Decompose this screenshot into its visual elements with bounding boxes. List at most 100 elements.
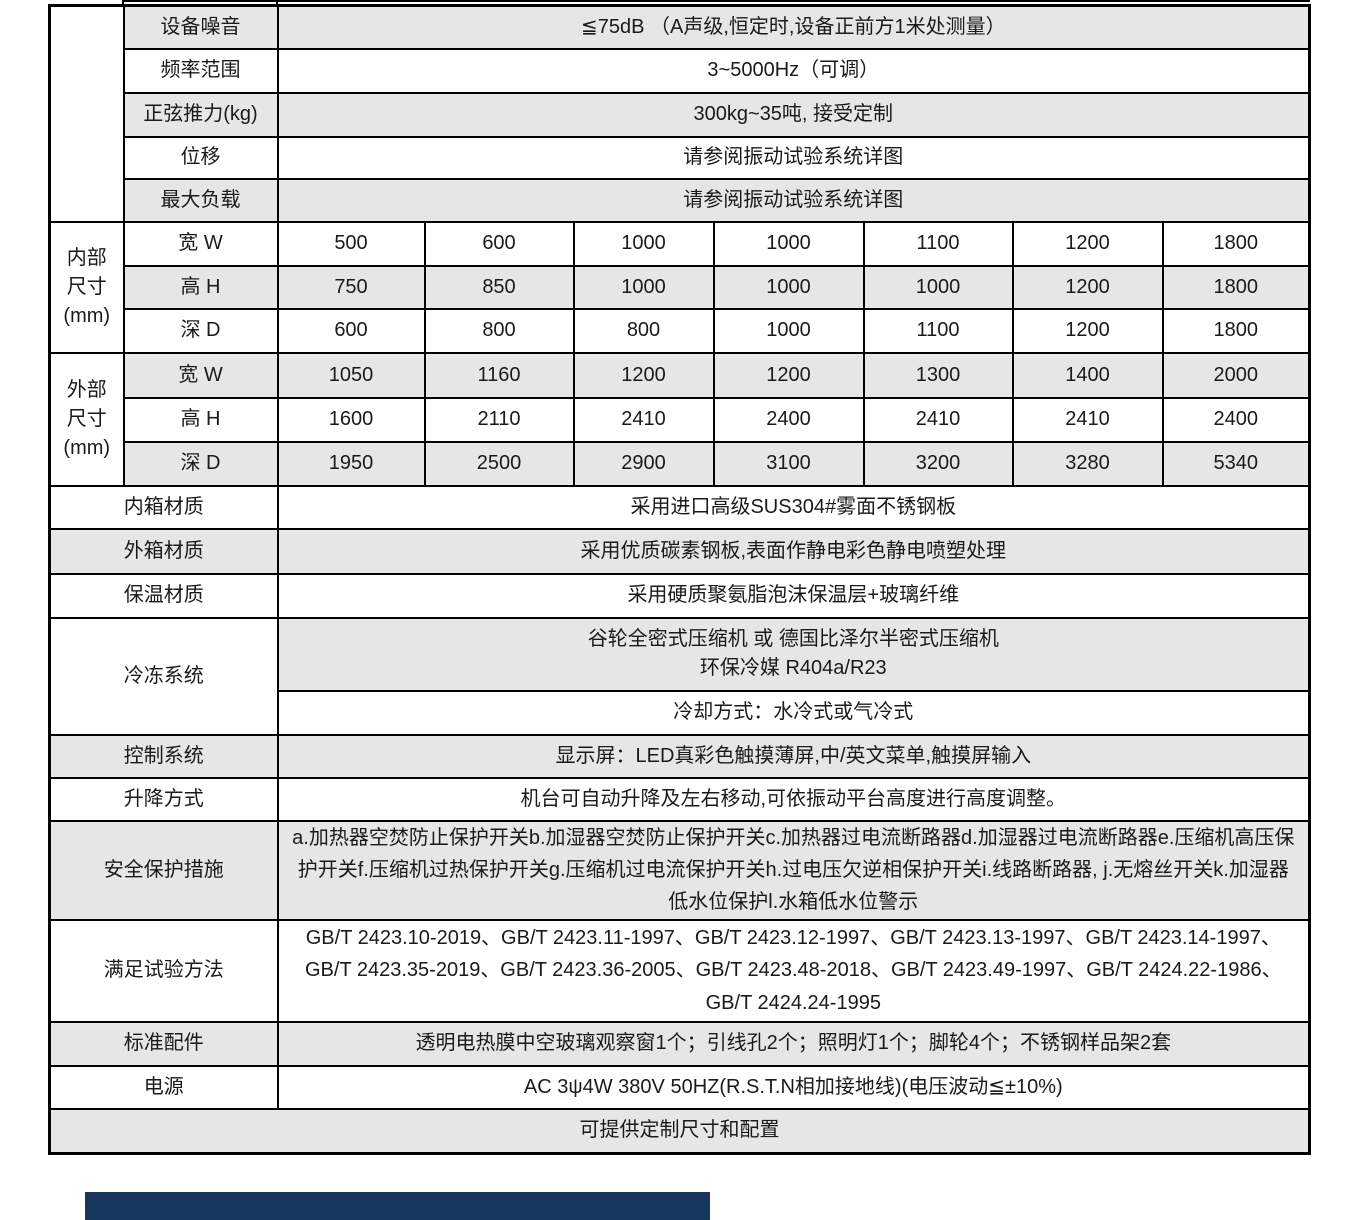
dim-cell: 500 xyxy=(276,220,426,267)
row-value: 请参阅振动试验系统详图 xyxy=(276,177,1311,223)
dim-cell: 1100 xyxy=(862,220,1014,267)
dim-cell: 2410 xyxy=(1011,396,1164,443)
row-label: 保温材质 xyxy=(48,572,279,619)
table-row: 深 D 600 800 800 1000 1100 1200 1800 xyxy=(50,307,1311,354)
dim-cell: 1800 xyxy=(1161,220,1311,267)
table-row: 标准配件 透明电热膜中空玻璃观察窗1个；引线孔2个；照明灯1个；脚轮4个；不锈钢… xyxy=(48,1020,1311,1067)
dim-cell: 600 xyxy=(423,220,575,267)
row-value: 采用硬质聚氨脂泡沫保温层+玻璃纤维 xyxy=(276,572,1311,619)
dim-cell: 800 xyxy=(423,307,575,354)
table-row: 内箱材质 采用进口高级SUS304#雾面不锈钢板 xyxy=(48,484,1311,530)
table-row: 外部尺寸(mm) 宽 W 1050 1160 1200 1200 1300 14… xyxy=(48,351,1311,487)
dim-cell: 1950 xyxy=(276,440,426,487)
row-label: 高 H xyxy=(122,264,279,310)
row-value: 采用进口高级SUS304#雾面不锈钢板 xyxy=(276,484,1311,530)
dim-cell: 1000 xyxy=(572,264,715,310)
row-label: 内箱材质 xyxy=(48,484,279,530)
next-section-header-bar xyxy=(85,1192,710,1220)
dim-cell: 1000 xyxy=(572,220,715,267)
dim-cell: 1200 xyxy=(1011,220,1164,267)
cropped-column-border xyxy=(276,0,278,6)
dimension-group-label: 内部尺寸(mm) xyxy=(48,220,125,354)
dim-cell: 1400 xyxy=(1011,351,1164,399)
table-row: 冷却方式：水冷式或气冷式 xyxy=(50,689,1311,736)
dim-cell: 2900 xyxy=(572,440,715,487)
table-row: 冷冻系统 谷轮全密式压缩机 或 德国比泽尔半密式压缩机 环保冷媒 R404a/R… xyxy=(48,616,1311,736)
row-label: 深 D xyxy=(122,440,279,487)
row-value: 谷轮全密式压缩机 或 德国比泽尔半密式压缩机 环保冷媒 R404a/R23 xyxy=(276,616,1311,692)
table-row: 满足试验方法 GB/T 2423.10-2019、GB/T 2423.11-19… xyxy=(48,918,1311,1023)
footer-row: 可提供定制尺寸和配置 xyxy=(48,1107,1311,1155)
row-value: 3~5000Hz（可调） xyxy=(276,47,1311,94)
cropped-row-border xyxy=(122,0,1310,2)
table-row: 电源 AC 3ψ4W 380V 50HZ(R.S.T.N相加接地线)(电压波动≦… xyxy=(48,1064,1311,1110)
dim-cell: 2000 xyxy=(1161,351,1311,399)
dimension-group-label: 外部尺寸(mm) xyxy=(48,351,125,487)
row-value: 机台可自动升降及左右移动,可依振动平台高度进行高度调整。 xyxy=(276,776,1311,822)
row-value: 显示屏：LED真彩色触摸薄屏,中/英文菜单,触摸屏输入 xyxy=(276,733,1311,779)
table-row: 可提供定制尺寸和配置 xyxy=(48,1107,1311,1155)
dim-cell: 1200 xyxy=(1011,307,1164,354)
row-label: 设备噪音 xyxy=(122,4,279,50)
table-row: 位移 请参阅振动试验系统详图 xyxy=(50,135,1311,180)
table-row: 设备噪音 ≦75dB （A声级,恒定时,设备正前方1米处测量） xyxy=(48,4,1311,223)
dim-cell: 1200 xyxy=(1011,264,1164,310)
table-row: 高 H 750 850 1000 1000 1000 1200 1800 xyxy=(50,264,1311,310)
row-value: 请参阅振动试验系统详图 xyxy=(276,135,1311,180)
table-row: 升降方式 机台可自动升降及左右移动,可依振动平台高度进行高度调整。 xyxy=(48,776,1311,822)
row-label: 高 H xyxy=(122,396,279,443)
table-row: 最大负载 请参阅振动试验系统详图 xyxy=(50,177,1311,223)
table-row: 正弦推力(kg) 300kg~35吨, 接受定制 xyxy=(50,91,1311,138)
refrigeration-line1: 谷轮全密式压缩机 或 德国比泽尔半密式压缩机 xyxy=(587,628,999,650)
row-label: 宽 W xyxy=(122,351,279,399)
dim-cell: 800 xyxy=(572,307,715,354)
dim-cell: 1000 xyxy=(712,307,865,354)
dim-cell: 2400 xyxy=(712,396,865,443)
dim-cell: 2410 xyxy=(572,396,715,443)
row-label: 控制系统 xyxy=(48,733,279,779)
dim-cell: 1100 xyxy=(862,307,1014,354)
row-label: 正弦推力(kg) xyxy=(122,91,279,138)
row-label: 最大负载 xyxy=(122,177,279,223)
dim-cell: 1000 xyxy=(862,264,1014,310)
dim-cell: 750 xyxy=(276,264,426,310)
row-value: 透明电热膜中空玻璃观察窗1个；引线孔2个；照明灯1个；脚轮4个；不锈钢样品架2套 xyxy=(276,1020,1311,1067)
specification-table: 设备噪音 ≦75dB （A声级,恒定时,设备正前方1米处测量） 频率范围 3~5… xyxy=(48,4,1312,1156)
row-label: 满足试验方法 xyxy=(48,918,279,1023)
dim-cell: 1160 xyxy=(423,351,575,399)
dim-cell: 1300 xyxy=(862,351,1014,399)
dim-cell: 2410 xyxy=(862,396,1014,443)
row-label: 标准配件 xyxy=(48,1020,279,1067)
dim-cell: 1000 xyxy=(712,220,865,267)
row-label: 位移 xyxy=(122,135,279,180)
table-row: 安全保护措施 a.加热器空焚防止保护开关b.加湿器空焚防止保护开关c.加热器过电… xyxy=(48,819,1311,921)
dim-cell: 1200 xyxy=(572,351,715,399)
table-row: 内部尺寸(mm) 宽 W 500 600 1000 1000 1100 1200… xyxy=(48,220,1311,354)
dim-cell: 1800 xyxy=(1161,264,1311,310)
dim-cell: 3280 xyxy=(1011,440,1164,487)
row-value: AC 3ψ4W 380V 50HZ(R.S.T.N相加接地线)(电压波动≦±10… xyxy=(276,1064,1311,1110)
dim-cell: 3100 xyxy=(712,440,865,487)
dim-cell: 1000 xyxy=(712,264,865,310)
dim-cell: 2500 xyxy=(423,440,575,487)
row-value: a.加热器空焚防止保护开关b.加湿器空焚防止保护开关c.加热器过电流断路器d.加… xyxy=(276,819,1311,921)
table-row: 外箱材质 采用优质碳素钢板,表面作静电彩色静电喷塑处理 xyxy=(48,527,1311,575)
row-label: 电源 xyxy=(48,1064,279,1110)
dim-cell: 1200 xyxy=(712,351,865,399)
dim-cell: 1600 xyxy=(276,396,426,443)
table-row: 高 H 1600 2110 2410 2400 2410 2410 2400 xyxy=(50,396,1311,443)
row-label: 冷冻系统 xyxy=(48,616,279,736)
row-label: 外箱材质 xyxy=(48,527,279,575)
dim-cell: 600 xyxy=(276,307,426,354)
dim-cell: 2400 xyxy=(1161,396,1311,443)
row-label: 安全保护措施 xyxy=(48,819,279,921)
cropped-column-border xyxy=(122,0,124,6)
dim-cell: 1800 xyxy=(1161,307,1311,354)
row-value: ≦75dB （A声级,恒定时,设备正前方1米处测量） xyxy=(276,4,1311,50)
dim-cell: 3200 xyxy=(862,440,1014,487)
row-label: 频率范围 xyxy=(122,47,279,94)
dim-cell: 850 xyxy=(423,264,575,310)
row-value: GB/T 2423.10-2019、GB/T 2423.11-1997、GB/T… xyxy=(276,918,1311,1023)
dim-cell: 1050 xyxy=(276,351,426,399)
